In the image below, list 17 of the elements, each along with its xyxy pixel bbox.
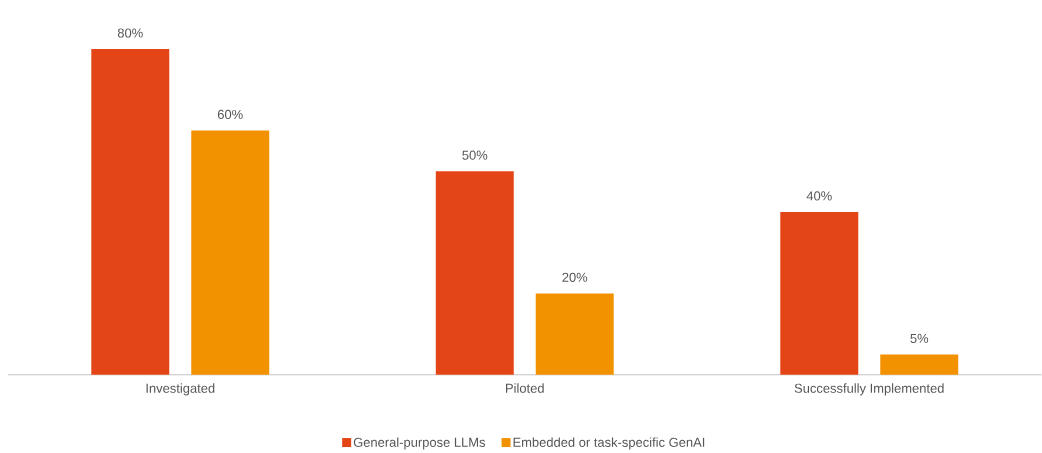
bar [535,293,614,375]
data-label: 80% [117,28,143,38]
data-label: 50% [462,150,488,160]
data-label: 60% [217,109,243,120]
legend-label: Embedded or task-specific GenAI [513,437,705,450]
data-label: 40% [806,191,832,201]
data-label: 5% [910,333,929,344]
legend-label: General-purpose LLMs [353,437,486,450]
bar [880,354,959,375]
x-tick-label: Successfully Implemented [794,383,944,396]
bar [780,212,859,375]
bar [435,171,514,375]
bar [191,130,270,375]
x-tick-label: Piloted [506,383,544,393]
x-tick-label: Investigated [146,383,215,396]
data-label: 20% [562,272,588,282]
bar [91,49,170,375]
